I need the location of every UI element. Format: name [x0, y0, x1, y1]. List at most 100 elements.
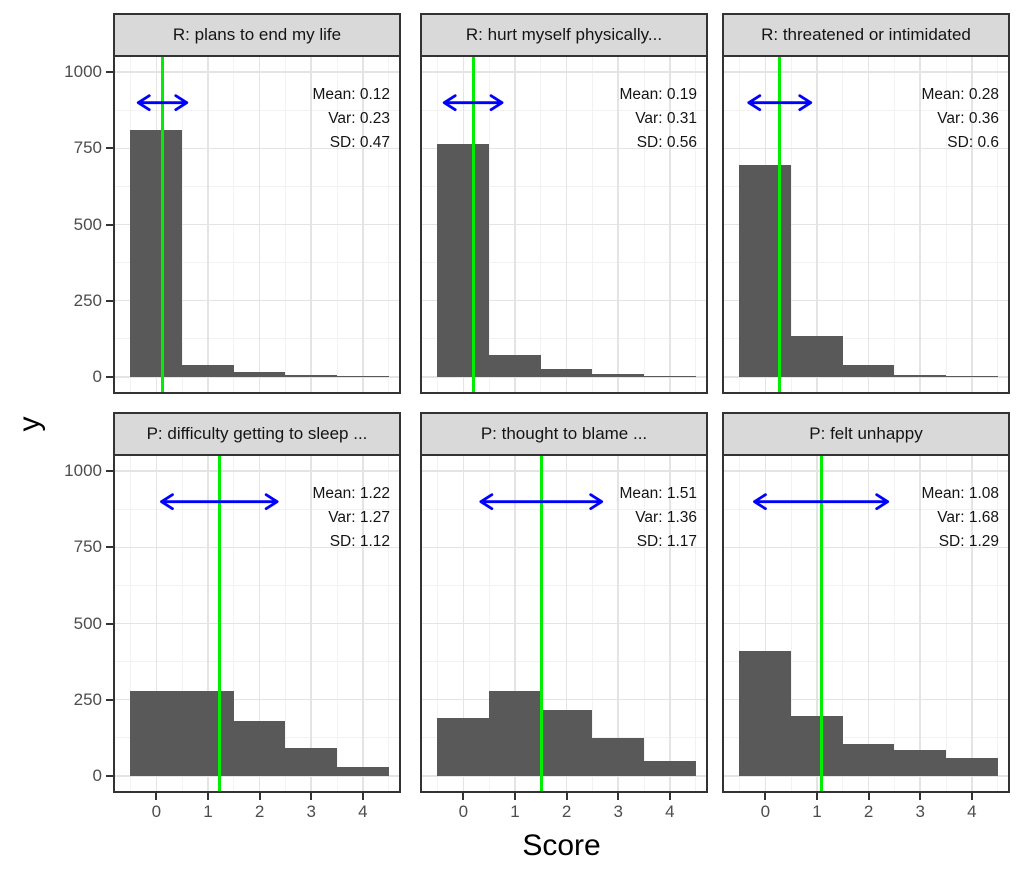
facet-title: P: thought to blame ...	[480, 424, 648, 443]
x-tick-mark	[258, 793, 261, 800]
gridline-minor-y	[422, 508, 706, 510]
gridline-minor-y	[724, 109, 1008, 111]
histogram-bar	[592, 373, 645, 377]
facet-hurt-myself-physically: R: hurt myself physically... Mean: 0.19 …	[420, 13, 708, 394]
histogram-panel: Mean: 1.51 Var: 1.36 SD: 1.17	[420, 454, 708, 793]
histogram-bar	[285, 375, 338, 377]
gridline-major-y	[724, 147, 1008, 150]
histogram-bar	[489, 690, 541, 776]
y-tick-label: 500	[73, 613, 102, 633]
facet-felt-unhappy: P: felt unhappy Mean: 1.08 Var: 1.68 SD:…	[722, 412, 1010, 793]
gridline-major-y	[115, 622, 399, 625]
gridline-major-y	[422, 698, 706, 701]
mean-line	[471, 57, 475, 392]
histogram-bar	[540, 369, 593, 377]
gridline-major-y	[724, 223, 1008, 226]
x-tick-mark	[513, 793, 516, 800]
variance-value: Var: 0.36	[937, 110, 999, 127]
x-tick-label: 2	[561, 802, 572, 821]
x-tick-mark	[361, 793, 364, 800]
gridline-minor-y	[724, 185, 1008, 187]
histogram-bar	[489, 355, 541, 377]
gridline-minor-y	[115, 109, 399, 111]
gridline-major-y	[422, 546, 706, 549]
gridline-minor-y	[115, 584, 399, 586]
y-tick-mark	[106, 299, 113, 302]
gridline-major-y	[115, 546, 399, 549]
variance-value: Var: 0.23	[328, 110, 390, 127]
gridline-major-y	[115, 223, 399, 226]
gridline-major-y	[422, 299, 706, 302]
y-tick-mark	[106, 622, 113, 625]
histogram-panel: Mean: 0.12 Var: 0.23 SD: 0.47	[113, 55, 401, 394]
y-tick-label: 750	[73, 537, 102, 557]
sd-arrow	[479, 493, 604, 511]
facet-strip: R: threatened or intimidated	[722, 13, 1010, 55]
histogram-bar	[437, 717, 490, 776]
mean-value: Mean: 1.22	[312, 485, 390, 502]
x-tick-mark	[462, 793, 465, 800]
gridline-minor-y	[724, 338, 1008, 340]
x-tick-label: 1	[812, 802, 822, 821]
histogram-bar	[791, 716, 843, 776]
stats-annotation: Mean: 0.12 Var: 0.23 SD: 0.47	[312, 83, 390, 155]
gridline-minor-y	[422, 338, 706, 340]
x-tick-label: 3	[306, 802, 316, 821]
facet-threatened-or-intimidated: R: threatened or intimidated Mean: 0.28 …	[722, 13, 1010, 394]
x-tick-mark	[155, 793, 158, 800]
y-tick-label: 250	[73, 290, 102, 310]
gridline-major-y	[422, 622, 706, 625]
y-tick-label: 500	[73, 214, 102, 234]
gridline-major-y	[724, 470, 1008, 472]
x-tick-label: 3	[613, 802, 623, 821]
sd-arrow	[442, 94, 504, 112]
histogram-panel: Mean: 1.22 Var: 1.27 SD: 1.12	[113, 454, 401, 793]
gridline-major-y	[422, 147, 706, 150]
y-tick-mark	[106, 774, 113, 777]
gridline-major-y	[115, 71, 399, 73]
sd-value: SD: 1.12	[329, 533, 390, 550]
facet-strip: P: difficulty getting to sleep ...	[113, 412, 401, 454]
y-tick-label: 1000	[64, 461, 102, 481]
gridline-major-y	[422, 470, 706, 472]
x-tick-mark	[970, 793, 973, 800]
y-tick-label: 750	[73, 138, 102, 158]
x-axis-title: Score	[522, 829, 601, 862]
variance-value: Var: 1.36	[635, 509, 697, 526]
sd-arrow	[747, 94, 813, 112]
histogram-bar	[791, 335, 843, 377]
facet-title: R: threatened or intimidated	[761, 25, 971, 44]
gridline-major-y	[724, 622, 1008, 625]
gridline-minor-y	[724, 661, 1008, 663]
x-tick-mark	[206, 793, 209, 800]
facet-title: R: plans to end my life	[172, 25, 342, 44]
histogram-bar	[842, 364, 895, 377]
sd-value: SD: 0.6	[947, 134, 999, 151]
facet-strip: R: hurt myself physically...	[420, 13, 708, 55]
gridline-major-y	[724, 698, 1008, 701]
gridline-major-y	[115, 299, 399, 302]
y-tick-mark	[106, 147, 113, 150]
histogram-bar	[182, 364, 234, 377]
mean-value: Mean: 0.19	[619, 86, 697, 103]
histogram-bar	[130, 130, 183, 377]
stats-annotation: Mean: 0.19 Var: 0.31 SD: 0.56	[619, 83, 697, 155]
x-tick-label: 4	[358, 802, 368, 821]
gridline-major-y	[422, 223, 706, 226]
histogram-panel: Mean: 0.19 Var: 0.31 SD: 0.56	[420, 55, 708, 394]
mean-line	[539, 456, 543, 791]
variance-value: Var: 1.27	[328, 509, 390, 526]
facet-title: R: hurt myself physically...	[465, 25, 663, 44]
sd-value: SD: 0.47	[329, 134, 390, 151]
y-tick-mark	[106, 698, 113, 701]
histogram-bar	[946, 757, 998, 776]
gridline-minor-y	[115, 262, 399, 264]
gridline-minor-y	[422, 584, 706, 586]
gridline-major-y	[115, 470, 399, 472]
gridline-major-y	[724, 299, 1008, 302]
gridline-minor-y	[724, 584, 1008, 586]
y-axis-title: y	[13, 416, 46, 432]
histogram-bar	[644, 760, 696, 776]
facet-thought-to-blame: P: thought to blame ... Mean: 1.51 Var: …	[420, 412, 708, 793]
histogram-bar	[337, 766, 389, 776]
